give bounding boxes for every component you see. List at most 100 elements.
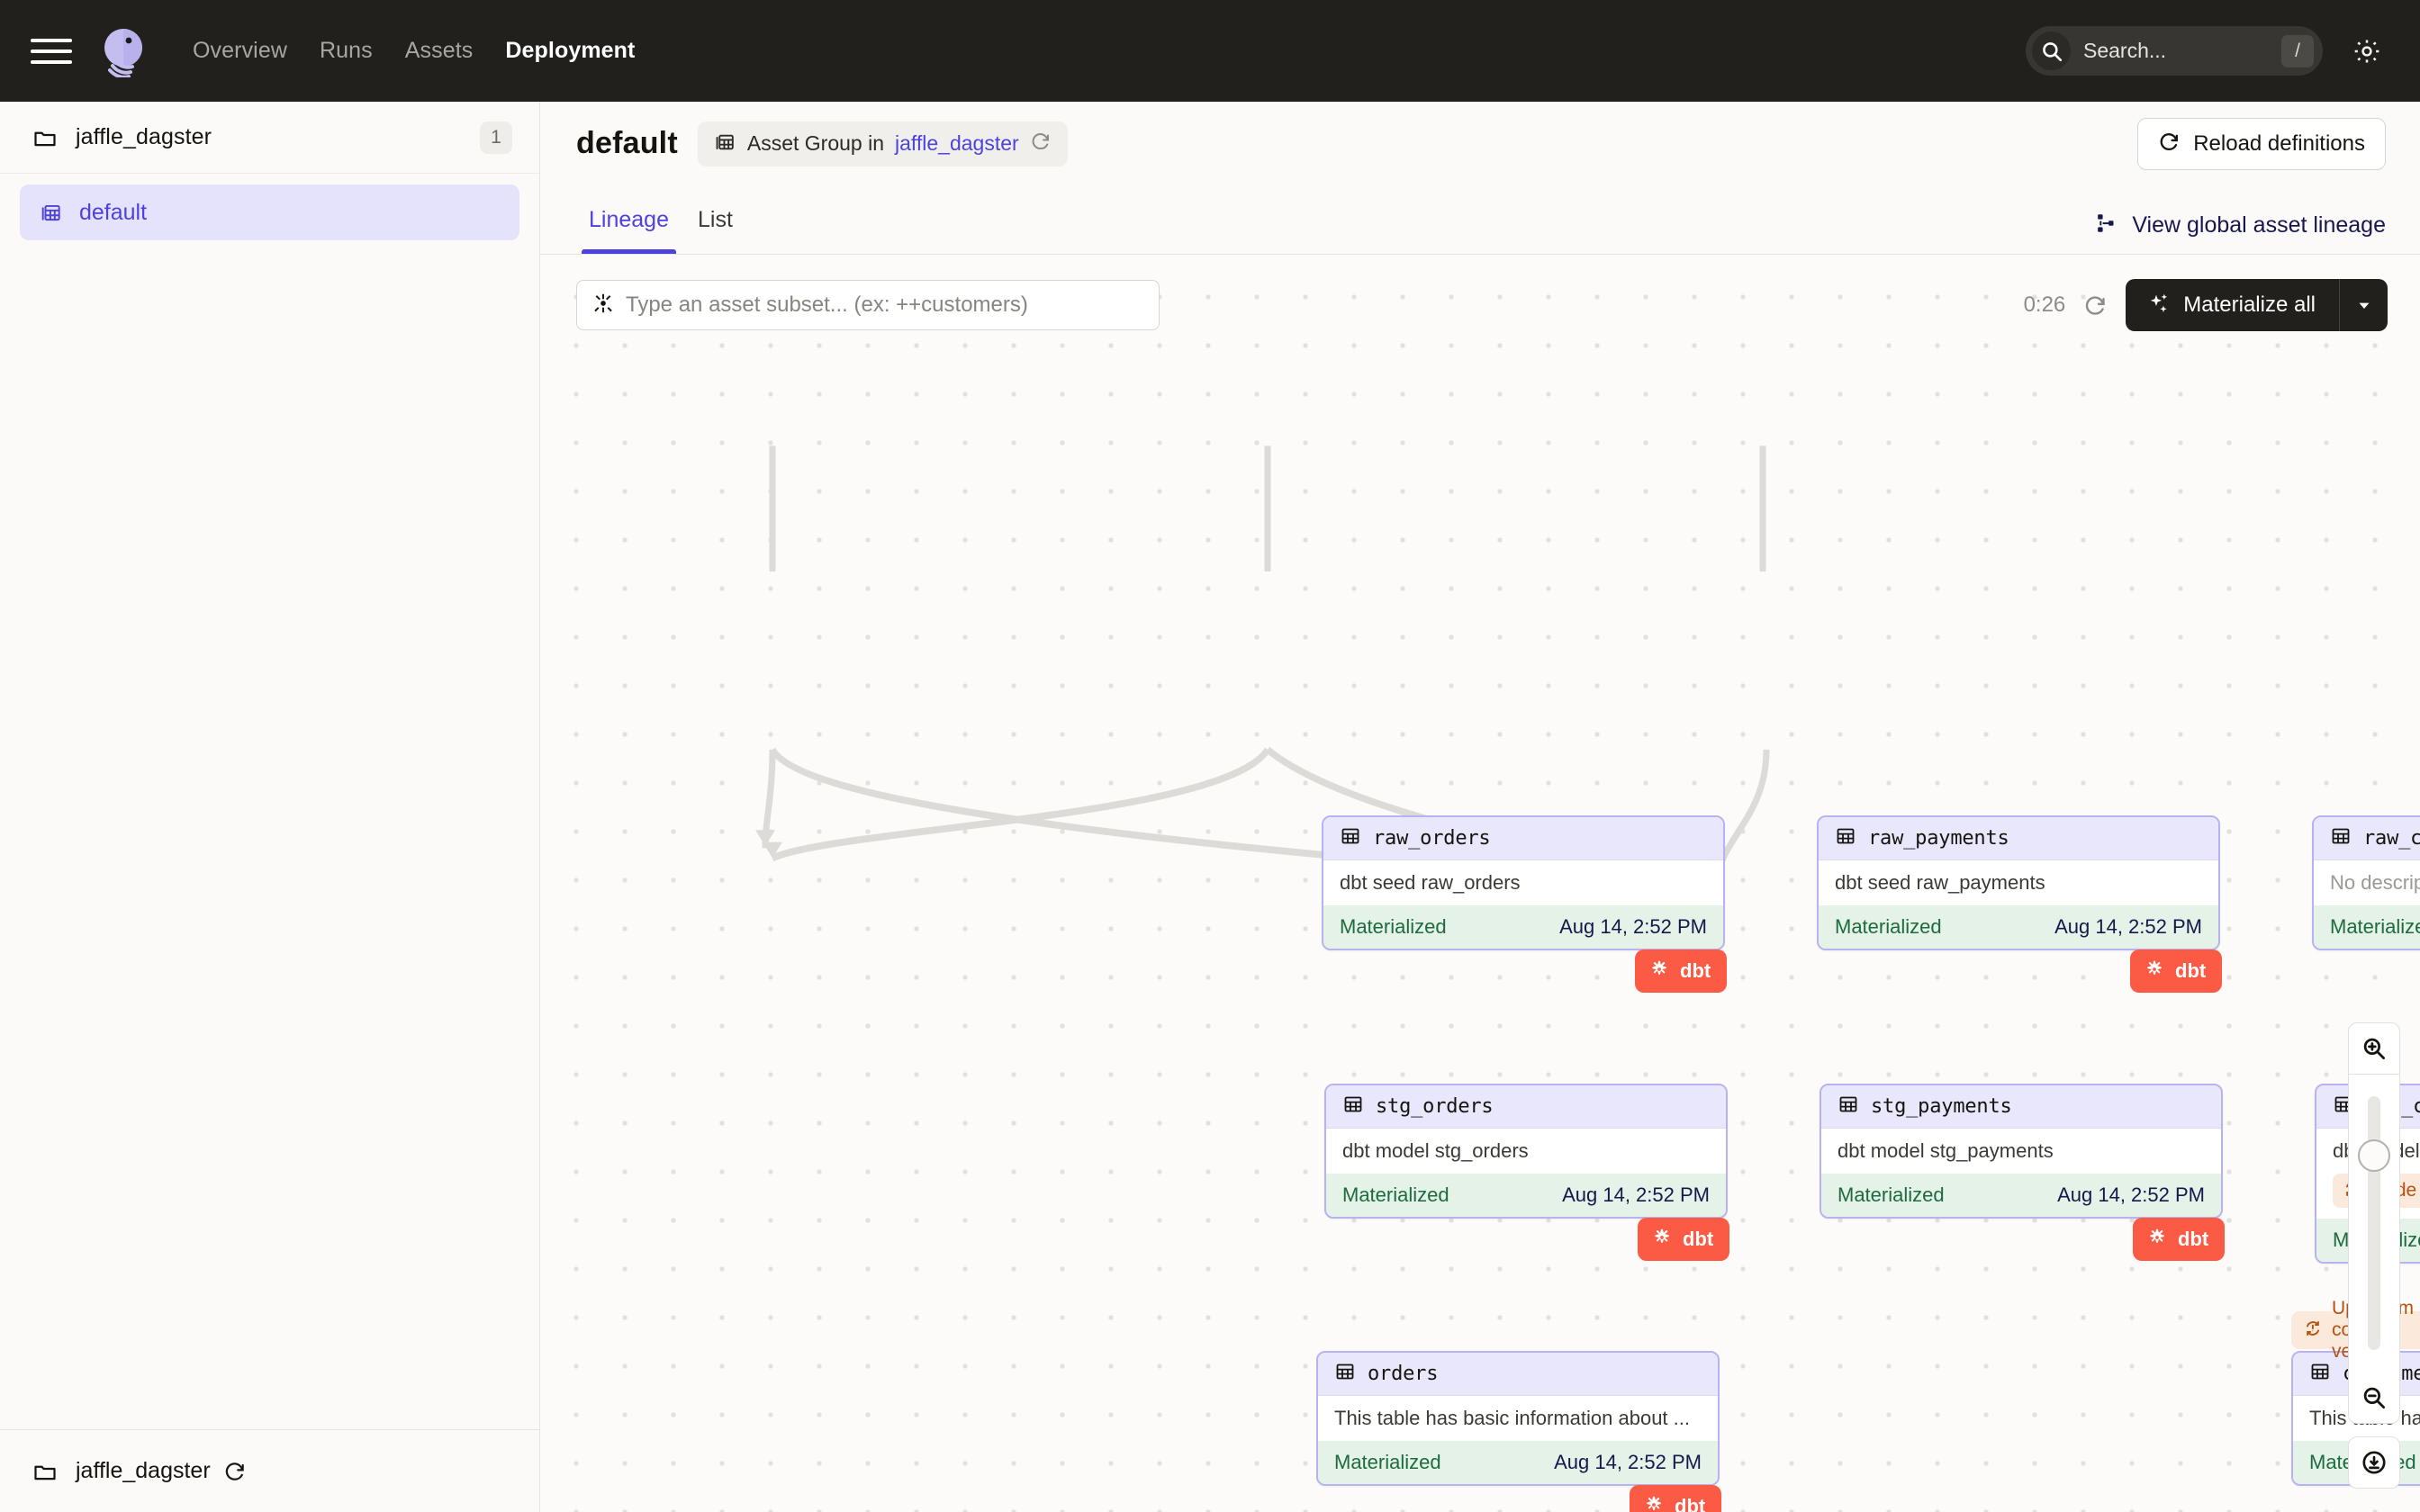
nav-item-assets[interactable]: Assets: [404, 38, 474, 63]
asset-badge-dbt-raw_orders[interactable]: dbt: [1635, 950, 1728, 993]
materialize-all-button[interactable]: Materialize all: [2126, 279, 2339, 331]
dbt-icon: [2144, 958, 2165, 985]
asset-badge-label: dbt: [2178, 1228, 2209, 1250]
asset-node-name: raw_payments: [1868, 827, 2009, 850]
sidebar-item-label: default: [79, 199, 148, 225]
asset-badge-dbt-stg_orders[interactable]: dbt: [1638, 1218, 1730, 1261]
zoom-slider-handle[interactable]: [2358, 1139, 2390, 1172]
asset-node-description: dbt seed raw_orders: [1340, 871, 1521, 894]
main-nav: Overview Runs Assets Deployment: [193, 38, 635, 64]
view-global-asset-lineage-label: View global asset lineage: [2132, 212, 2386, 238]
asset-node-stg_orders[interactable]: stg_orders dbt model stg_orders Material…: [1324, 1084, 1728, 1219]
zoom-to-fit-icon[interactable]: [2348, 1436, 2400, 1489]
zoom-out-icon[interactable]: [2348, 1372, 2400, 1424]
asset-group-icon: [714, 130, 736, 158]
status-badge: Materialized: [1340, 915, 1447, 938]
refresh-timer: 0:26: [2023, 292, 2066, 317]
global-search-input[interactable]: Search... /: [2026, 26, 2323, 76]
asset-subset-input[interactable]: Type an asset subset... (ex: ++customers…: [576, 280, 1160, 330]
reload-icon[interactable]: [1030, 130, 1052, 157]
asset-node-description: This table has basic information about .…: [1334, 1407, 1690, 1429]
code-version-icon: [2303, 1318, 2323, 1343]
sidebar-footer: jaffle_dagster: [0, 1429, 539, 1512]
asset-badge-dbt-stg_payments[interactable]: dbt: [2133, 1218, 2226, 1261]
sidebar-item-default[interactable]: default: [20, 184, 519, 240]
topbar-right-cluster: Search... /: [2026, 26, 2388, 76]
top-navigation-bar: Overview Runs Assets Deployment Search..…: [0, 0, 2420, 102]
table-icon: [1340, 825, 1361, 851]
sidebar-group-list: default: [0, 174, 539, 240]
asset-badge-label: dbt: [1680, 959, 1711, 982]
table-icon: [1838, 1094, 1859, 1120]
left-sidebar: jaffle_dagster 1 default: [0, 102, 540, 1512]
tabs-row: Lineage List View global asset lineage: [540, 185, 2420, 255]
status-badge: Materialized: [1342, 1184, 1449, 1206]
asset-node-description: No description: [2330, 871, 2420, 894]
asset-node-stg_payments[interactable]: stg_payments dbt model stg_payments Mate…: [1820, 1084, 2223, 1219]
asset-selection-icon: [591, 292, 615, 320]
chevron-down-icon[interactable]: [2339, 279, 2388, 331]
zoom-controls: [2348, 1022, 2400, 1489]
breadcrumb[interactable]: Asset Group in jaffle_dagster: [697, 121, 1068, 166]
status-timestamp: Aug 14, 2:52 PM: [2054, 915, 2202, 938]
folder-icon: [32, 125, 59, 150]
sidebar-repository-count: 1: [480, 121, 512, 154]
hamburger-menu-icon[interactable]: [31, 31, 72, 72]
status-timestamp: Aug 14, 2:52 PM: [1562, 1184, 1710, 1206]
table-icon: [1835, 825, 1856, 851]
asset-node-name: raw_customers: [2363, 827, 2420, 850]
dbt-icon: [2146, 1227, 2168, 1253]
asset-node-raw_payments[interactable]: raw_payments dbt seed raw_payments Mater…: [1817, 815, 2220, 950]
status-badge: Materialized: [1334, 1451, 1441, 1473]
tab-list: Lineage List: [576, 185, 747, 254]
nav-item-runs[interactable]: Runs: [320, 38, 373, 63]
asset-node-status: Materialized Aug 14, 2:52 PM: [1821, 1174, 2221, 1217]
asset-badge-label: dbt: [2175, 959, 2207, 982]
reload-icon: [2158, 130, 2181, 158]
gear-icon[interactable]: [2346, 31, 2388, 72]
asset-node-raw_orders[interactable]: raw_orders dbt seed raw_orders Materiali…: [1322, 815, 1725, 950]
lineage-graph-area[interactable]: raw_orders dbt seed raw_orders Materiali…: [540, 255, 2420, 1512]
body-split: jaffle_dagster 1 default: [0, 102, 2420, 1512]
nav-item-deployment[interactable]: Deployment: [505, 38, 636, 63]
asset-node-status: Materialized Aug 14, 2:52 PM: [1326, 1174, 1726, 1217]
dagster-logo-icon[interactable]: [95, 23, 151, 79]
asset-node-description: dbt model stg_orders: [1342, 1139, 1529, 1162]
breadcrumb-repository-link[interactable]: jaffle_dagster: [895, 131, 1019, 155]
asset-badge-dbt-raw_payments[interactable]: dbt: [2130, 950, 2223, 993]
status-timestamp: Aug 14, 2:52 PM: [2057, 1184, 2205, 1206]
reload-icon[interactable]: [2083, 293, 2108, 318]
tab-list-view[interactable]: List: [697, 206, 733, 232]
status-badge: Materialized: [1838, 1184, 1945, 1206]
nav-item-overview[interactable]: Overview: [193, 38, 287, 63]
table-icon: [1342, 1094, 1364, 1120]
reload-definitions-label: Reload definitions: [2193, 130, 2365, 156]
sidebar-repository-row[interactable]: jaffle_dagster 1: [0, 102, 539, 174]
asset-node-orders[interactable]: orders This table has basic information …: [1316, 1351, 1720, 1486]
zoom-slider[interactable]: [2348, 1075, 2400, 1372]
tab-lineage[interactable]: Lineage: [574, 185, 683, 254]
materialize-all-group: Materialize all: [2126, 279, 2388, 331]
folder-icon: [32, 1459, 59, 1484]
asset-node-header: stg_payments: [1821, 1085, 2221, 1129]
table-icon: [2309, 1361, 2331, 1387]
status-timestamp: Aug 14, 2:52 PM: [1559, 915, 1707, 938]
asset-node-name: raw_orders: [1373, 827, 1491, 850]
page-title: default: [576, 126, 678, 160]
status-badge: Materialized: [1835, 915, 1942, 938]
sidebar-footer-repository-name: jaffle_dagster: [76, 1458, 211, 1483]
asset-node-description: dbt model stg_payments: [1838, 1139, 2054, 1162]
asset-node-header: raw_orders: [1323, 817, 1723, 860]
asset-badge-dbt-orders[interactable]: dbt: [1630, 1485, 1722, 1512]
zoom-in-icon[interactable]: [2348, 1022, 2400, 1075]
asset-badge-label: dbt: [1683, 1228, 1714, 1250]
asset-node-status: Materialized Aug 14, 2:52 PM: [2314, 905, 2420, 949]
reload-definitions-button[interactable]: Reload definitions: [2137, 117, 2386, 170]
dbt-icon: [1648, 958, 1670, 985]
view-global-asset-lineage-link[interactable]: View global asset lineage: [2096, 212, 2386, 254]
asset-node-description: dbt seed raw_payments: [1835, 871, 2045, 894]
asset-node-raw_customers[interactable]: raw_customers No description Materialize…: [2312, 815, 2420, 950]
reload-icon[interactable]: [223, 1460, 247, 1483]
sidebar-repository-name: jaffle_dagster: [76, 124, 212, 149]
